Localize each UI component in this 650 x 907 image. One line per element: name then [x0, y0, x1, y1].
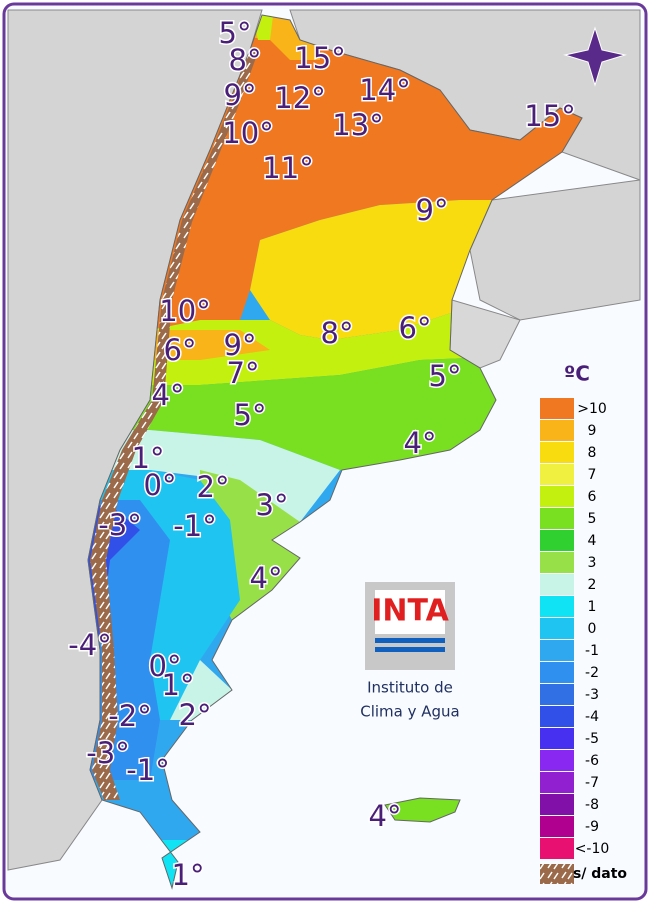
legend-swatch	[540, 464, 574, 485]
legend-swatch	[540, 662, 574, 683]
temperature-label: 5°	[219, 16, 252, 50]
temperature-label: 14°	[359, 73, 410, 107]
temperature-label: 10°	[222, 116, 273, 150]
legend-swatch	[540, 486, 574, 507]
legend-label: 4	[588, 533, 597, 549]
temperature-label: -4°	[68, 628, 111, 662]
logo-stripe	[375, 647, 445, 652]
temperature-label: 1°	[162, 668, 195, 702]
temperature-label: 0°	[144, 468, 177, 502]
temperature-label: -2°	[108, 699, 151, 733]
temperature-label: 4°	[369, 799, 402, 833]
legend-swatch	[540, 420, 574, 441]
legend-label: 1	[588, 599, 597, 615]
temperature-label: 2°	[197, 470, 230, 504]
temperature-label: 13°	[332, 108, 383, 142]
temperature-label: 8°	[321, 316, 354, 350]
temperature-label: 9°	[224, 78, 257, 112]
temperature-label: 5°	[234, 398, 267, 432]
legend-label: >10	[577, 401, 607, 417]
temperature-label: 5°	[429, 359, 462, 393]
temperature-label: 15°	[524, 99, 575, 133]
temperature-label: -1°	[126, 753, 169, 787]
legend-swatch	[540, 750, 574, 771]
legend-label: -3	[585, 687, 599, 703]
legend-swatch	[540, 772, 574, 793]
legend-swatch	[540, 398, 574, 419]
temperature-label: 3°	[256, 488, 289, 522]
brazil-south	[469, 179, 641, 321]
legend-label: 7	[588, 467, 597, 483]
legend-swatch	[540, 684, 574, 705]
temperature-label: -3°	[98, 508, 141, 542]
legend-label: -7	[585, 775, 599, 791]
temperature-label: 7°	[227, 356, 260, 390]
legend-swatch	[540, 706, 574, 727]
temperature-label: 4°	[152, 378, 185, 412]
temperature-label: 15°	[294, 41, 345, 75]
malvinas	[384, 797, 461, 823]
logo-caption: Instituto de	[367, 679, 453, 697]
temperature-label: 12°	[274, 81, 325, 115]
legend-label: -6	[585, 753, 599, 769]
compass-rose	[563, 26, 627, 87]
legend-label: s/ dato	[573, 866, 627, 882]
legend-swatch	[540, 442, 574, 463]
temperature-label: 1°	[132, 441, 165, 475]
legend-swatch	[540, 596, 574, 617]
temperature-label: 6°	[399, 311, 432, 345]
legend-label: <-10	[575, 841, 610, 857]
legend-label: -5	[585, 731, 599, 747]
temperature-label: 6°	[164, 333, 197, 367]
legend-swatch	[540, 618, 574, 639]
temperature-label: 11°	[262, 151, 313, 185]
legend-swatch	[540, 838, 574, 859]
temperature-label: 0°	[149, 649, 182, 683]
temperature-label: 1°	[172, 858, 205, 892]
legend-swatch	[540, 864, 574, 884]
legend-swatch	[540, 574, 574, 595]
legend-label: -4	[585, 709, 599, 725]
legend-label: 2	[588, 577, 597, 593]
temperature-label: 9°	[224, 328, 257, 362]
legend-swatch	[540, 508, 574, 529]
temperature-label: 2°	[179, 698, 212, 732]
temperature-label: -3°	[86, 736, 129, 770]
legend-swatch	[540, 552, 574, 573]
legend-label: 3	[588, 555, 597, 571]
legend-label: -8	[585, 797, 599, 813]
legend-swatch	[540, 728, 574, 749]
temperature-label: 9°	[416, 193, 449, 227]
logo-stripe	[375, 638, 445, 643]
temperature-label: 4°	[250, 561, 283, 595]
legend-label: 0	[588, 621, 597, 637]
legend-swatch	[540, 530, 574, 551]
logo-panel	[375, 590, 445, 634]
legend-label: 8	[588, 445, 597, 461]
temperature-label: 8°	[229, 43, 262, 77]
logo-mark: INTA	[371, 594, 449, 629]
no-data-strip	[90, 50, 258, 800]
temperature-label: 10°	[159, 294, 210, 328]
argentina-outline	[87, 14, 583, 890]
legend-label: 9	[588, 423, 597, 439]
legend-swatch	[540, 640, 574, 661]
temperature-label: -1°	[173, 509, 216, 543]
legend-swatch	[540, 794, 574, 815]
temperature-label: 4°	[404, 426, 437, 460]
legend-label: 6	[588, 489, 597, 505]
legend-title: ºC	[564, 362, 590, 386]
legend-swatch	[540, 816, 574, 837]
legend-label: 5	[588, 511, 597, 527]
legend-label: -1	[585, 643, 599, 659]
logo: INTA Instituto de Clima y Agua	[360, 582, 460, 721]
legend-label: -2	[585, 665, 599, 681]
legend-label: -9	[585, 819, 599, 835]
logo-caption: Clima y Agua	[360, 703, 460, 721]
